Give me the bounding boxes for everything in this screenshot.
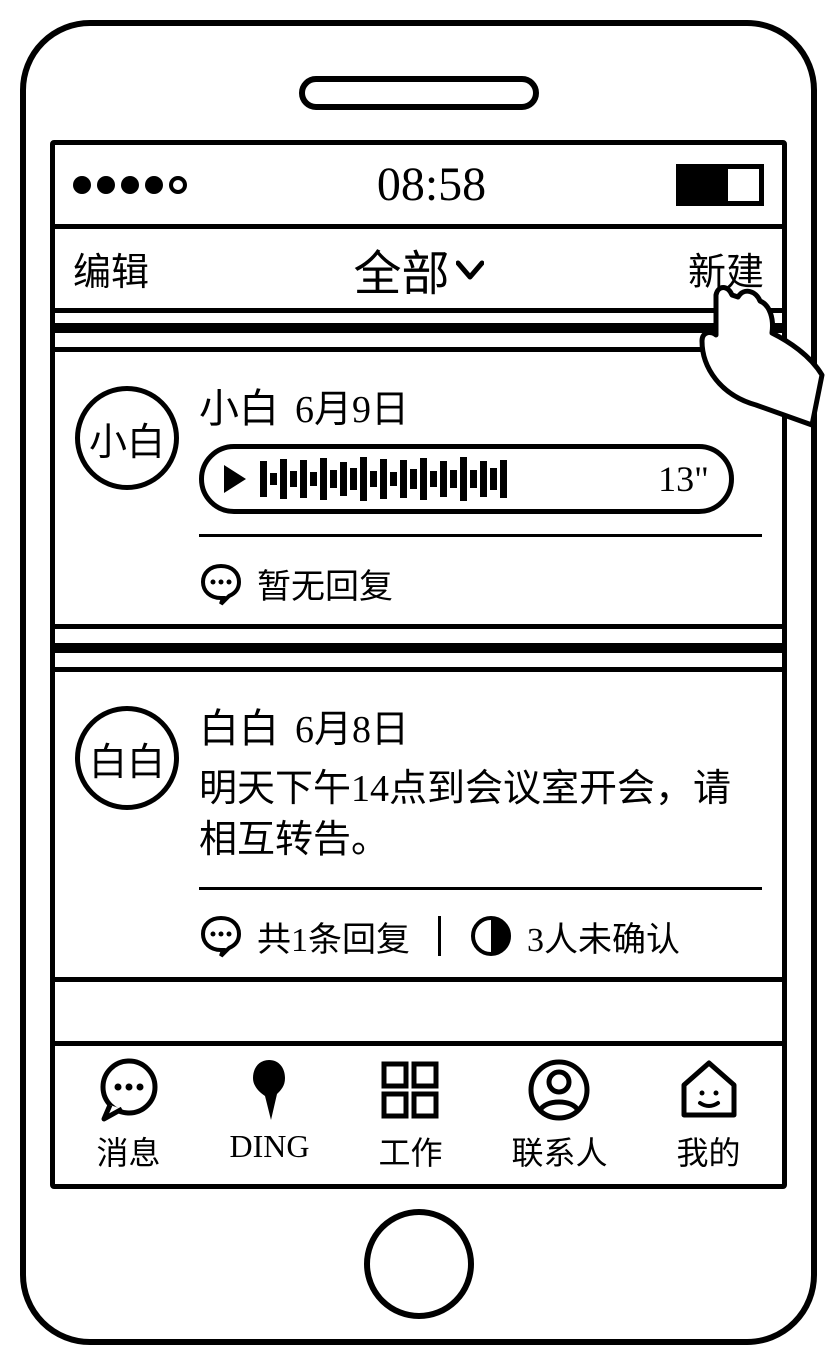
tab-ding[interactable]: DING bbox=[230, 1056, 310, 1174]
sent-date: 6月9日 bbox=[295, 378, 409, 433]
home-button[interactable] bbox=[364, 1209, 474, 1319]
status-bar: 08:58 bbox=[55, 145, 782, 229]
tab-bar: 消息 DING 工作 bbox=[55, 1041, 782, 1184]
screen: 08:58 编辑 全部 新建 小白 小 bbox=[50, 140, 787, 1189]
tab-work[interactable]: 工作 bbox=[376, 1056, 444, 1174]
clock: 08:58 bbox=[187, 157, 676, 212]
tab-label: 工作 bbox=[378, 1128, 442, 1174]
confirm-status: 3人未确认 bbox=[527, 912, 680, 961]
section-divider bbox=[55, 643, 782, 653]
reply-icon bbox=[199, 914, 243, 958]
tab-label: 我的 bbox=[676, 1128, 740, 1174]
phone-speaker bbox=[299, 76, 539, 110]
new-button[interactable]: 新建 bbox=[624, 241, 764, 296]
sender-name: 白白 bbox=[199, 696, 279, 754]
chevron-down-icon bbox=[456, 248, 484, 290]
waveform-icon bbox=[260, 454, 644, 504]
edit-button[interactable]: 编辑 bbox=[73, 241, 213, 296]
message-text: 明天下午14点到会议室开会，请相互转告。 bbox=[199, 764, 762, 867]
voice-duration: 13" bbox=[658, 458, 709, 500]
sender-name: 小白 bbox=[199, 376, 279, 434]
pin-icon bbox=[235, 1056, 303, 1124]
sent-date: 6月8日 bbox=[295, 698, 409, 753]
tab-messages[interactable]: 消息 bbox=[95, 1056, 163, 1174]
reply-count: 共1条回复 bbox=[257, 912, 410, 961]
vertical-divider bbox=[438, 916, 441, 956]
tab-label: 联系人 bbox=[511, 1128, 607, 1174]
avatar: 白白 bbox=[75, 706, 179, 810]
play-icon bbox=[224, 465, 246, 493]
home-icon bbox=[675, 1056, 743, 1124]
confirm-icon bbox=[469, 914, 513, 958]
grid-icon bbox=[376, 1056, 444, 1124]
reply-status: 暂无回复 bbox=[257, 559, 393, 608]
tab-contacts[interactable]: 联系人 bbox=[511, 1056, 607, 1174]
nav-bar: 编辑 全部 新建 bbox=[55, 229, 782, 313]
content: 小白 小白 6月9日 13" bbox=[55, 313, 782, 1041]
tab-label: 消息 bbox=[96, 1128, 160, 1174]
phone-frame: 08:58 编辑 全部 新建 小白 小 bbox=[20, 20, 817, 1345]
filter-dropdown[interactable]: 全部 bbox=[213, 234, 624, 304]
chat-icon bbox=[95, 1056, 163, 1124]
avatar: 小白 bbox=[75, 386, 179, 490]
voice-message[interactable]: 13" bbox=[199, 444, 734, 514]
signal-strength bbox=[73, 176, 187, 194]
battery-indicator bbox=[676, 164, 764, 206]
ding-card[interactable]: 白白 白白 6月8日 明天下午14点到会议室开会，请相互转告。 bbox=[50, 667, 787, 982]
reply-icon bbox=[199, 562, 243, 606]
person-icon bbox=[525, 1056, 593, 1124]
section-divider bbox=[55, 323, 782, 333]
tab-label: DING bbox=[230, 1128, 310, 1165]
ding-card[interactable]: 小白 小白 6月9日 13" bbox=[50, 347, 787, 629]
tab-mine[interactable]: 我的 bbox=[675, 1056, 743, 1174]
filter-label: 全部 bbox=[353, 234, 449, 304]
